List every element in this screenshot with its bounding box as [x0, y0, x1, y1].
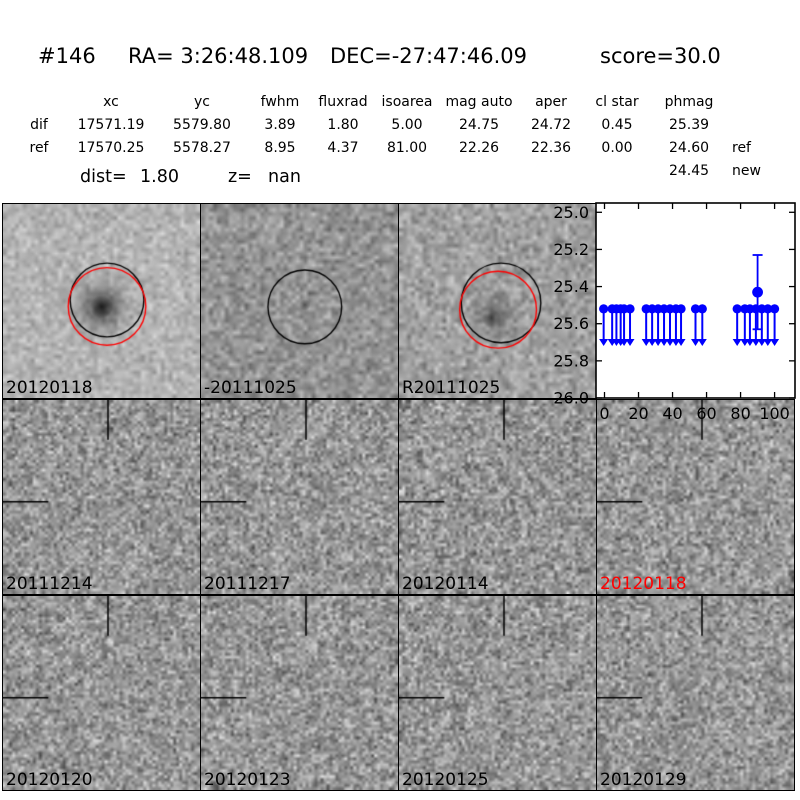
table-cell: 8.95	[264, 140, 296, 156]
cutout-image	[399, 204, 596, 398]
table-cell: 3.89	[264, 117, 296, 133]
cutout-date-label: 20120114	[402, 574, 489, 594]
svg-text:25.8: 25.8	[553, 351, 589, 370]
table-cell	[314, 160, 372, 183]
cutout-date-label: 20120129	[600, 770, 687, 790]
svg-text:20: 20	[628, 404, 648, 423]
table-cell: 24.45	[668, 163, 710, 179]
svg-text:25.0: 25.0	[553, 203, 589, 222]
cutout-date-label: 20120125	[402, 770, 489, 790]
table-cell	[516, 160, 586, 183]
cutout-panel-20120120: 20120120	[2, 595, 201, 791]
dist-value: 1.80	[140, 167, 179, 187]
score-value: score=30.0	[600, 44, 721, 68]
table-cell	[730, 114, 790, 137]
table-cell: 24.75	[458, 117, 500, 133]
table-cell: 0.45	[601, 117, 633, 133]
cutout-panel-20120114: 20120114	[398, 399, 597, 595]
cutout-image	[201, 596, 398, 790]
svg-text:25.6: 25.6	[553, 314, 589, 333]
dist-label: dist=	[80, 167, 127, 187]
cutout-image	[201, 400, 398, 594]
table-cell: 24.72	[530, 117, 572, 133]
table-cell: 25.39	[668, 117, 710, 133]
svg-text:26.0: 26.0	[553, 389, 589, 408]
table-header-cell: xc	[103, 94, 119, 110]
dec-value: DEC=-27:47:46.09	[330, 44, 527, 68]
svg-text:25.2: 25.2	[553, 240, 589, 259]
cutout-panel-20111214: 20111214	[2, 399, 201, 595]
cutout-image	[399, 400, 596, 594]
cutout-panel-20120125: 20120125	[398, 595, 597, 791]
table-header-cell	[730, 91, 790, 114]
svg-text:0: 0	[599, 404, 609, 423]
table-cell: ref	[732, 140, 751, 156]
table-cell	[14, 160, 64, 183]
table-cell: 22.26	[458, 140, 500, 156]
cutout-panel-R20111025: R20111025	[398, 203, 597, 399]
table-header-cell: aper	[535, 94, 567, 110]
cutout-panel-20111025: -20111025	[200, 203, 399, 399]
table-cell	[372, 160, 442, 183]
cutout-date-label: 20120120	[6, 770, 93, 790]
table-cell: 5578.27	[173, 140, 231, 156]
table-cell	[586, 160, 648, 183]
cutout-panel-20120118: 20120118	[596, 399, 795, 595]
cutout-image	[399, 596, 596, 790]
z-value: nan	[268, 167, 301, 187]
table-cell: 22.36	[530, 140, 572, 156]
table-cell: 5.00	[391, 117, 423, 133]
cutout-image	[3, 596, 200, 790]
cutout-image	[201, 204, 398, 398]
table-cell: 4.37	[327, 140, 359, 156]
page-title: #146 RA= 3:26:48.109 DEC=-27:47:46.09 sc…	[0, 44, 800, 72]
cutout-date-label: 20120118	[6, 378, 93, 398]
table-cell: 17570.25	[77, 140, 145, 156]
table-cell: 17571.19	[77, 117, 145, 133]
table-header-cell: isoarea	[381, 94, 433, 110]
candidate-id: #146	[38, 44, 96, 68]
table-cell: new	[732, 163, 761, 179]
table-cell: dif	[30, 117, 48, 133]
svg-text:25.4: 25.4	[553, 277, 589, 296]
svg-text:40: 40	[662, 404, 682, 423]
photometry-table: xc yc fwhm fluxrad isoarea mag auto aper…	[14, 91, 790, 183]
table-cell: 1.80	[327, 117, 359, 133]
cutout-date-label: R20111025	[402, 378, 501, 398]
cutout-date-label: 20120123	[204, 770, 291, 790]
cutout-panel-20120118: 20120118	[2, 203, 201, 399]
table-cell: 0.00	[601, 140, 633, 156]
table-header-cell: cl star	[595, 94, 639, 110]
cutout-date-label: 20111217	[204, 574, 291, 594]
cutout-panel-20120123: 20120123	[200, 595, 399, 791]
cutout-date-label: 20111214	[6, 574, 93, 594]
table-cell: 81.00	[386, 140, 428, 156]
cutout-image	[3, 204, 200, 398]
svg-text:100: 100	[759, 404, 790, 423]
cutout-image	[597, 400, 794, 594]
table-cell	[442, 160, 516, 183]
cutout-panel-20120129: 20120129	[596, 595, 795, 791]
table-cell: ref	[29, 140, 49, 156]
table-header-cell: mag auto	[445, 94, 513, 110]
table-header-cell: fwhm	[260, 94, 300, 110]
table-cell: 24.60	[668, 140, 710, 156]
lightcurve-plot: 0 20 40 60 80 100 25.0 25.2 25.4 25.6 25.8 26.0	[553, 202, 796, 423]
table-header-cell: yc	[194, 94, 210, 110]
cutout-image	[597, 596, 794, 790]
cutout-panel-20111217: 20111217	[200, 399, 399, 595]
svg-text:80: 80	[730, 404, 750, 423]
table-header-cell	[14, 91, 64, 114]
z-label: z=	[228, 167, 252, 187]
cutout-date-label: -20111025	[204, 378, 297, 398]
ra-value: RA= 3:26:48.109	[128, 44, 309, 68]
table-header-cell: phmag	[664, 94, 714, 110]
cutout-image	[3, 400, 200, 594]
table-cell: 5579.80	[173, 117, 231, 133]
table-header-cell: fluxrad	[318, 94, 368, 110]
cutout-date-label: 20120118	[600, 574, 687, 594]
svg-text:60: 60	[696, 404, 716, 423]
